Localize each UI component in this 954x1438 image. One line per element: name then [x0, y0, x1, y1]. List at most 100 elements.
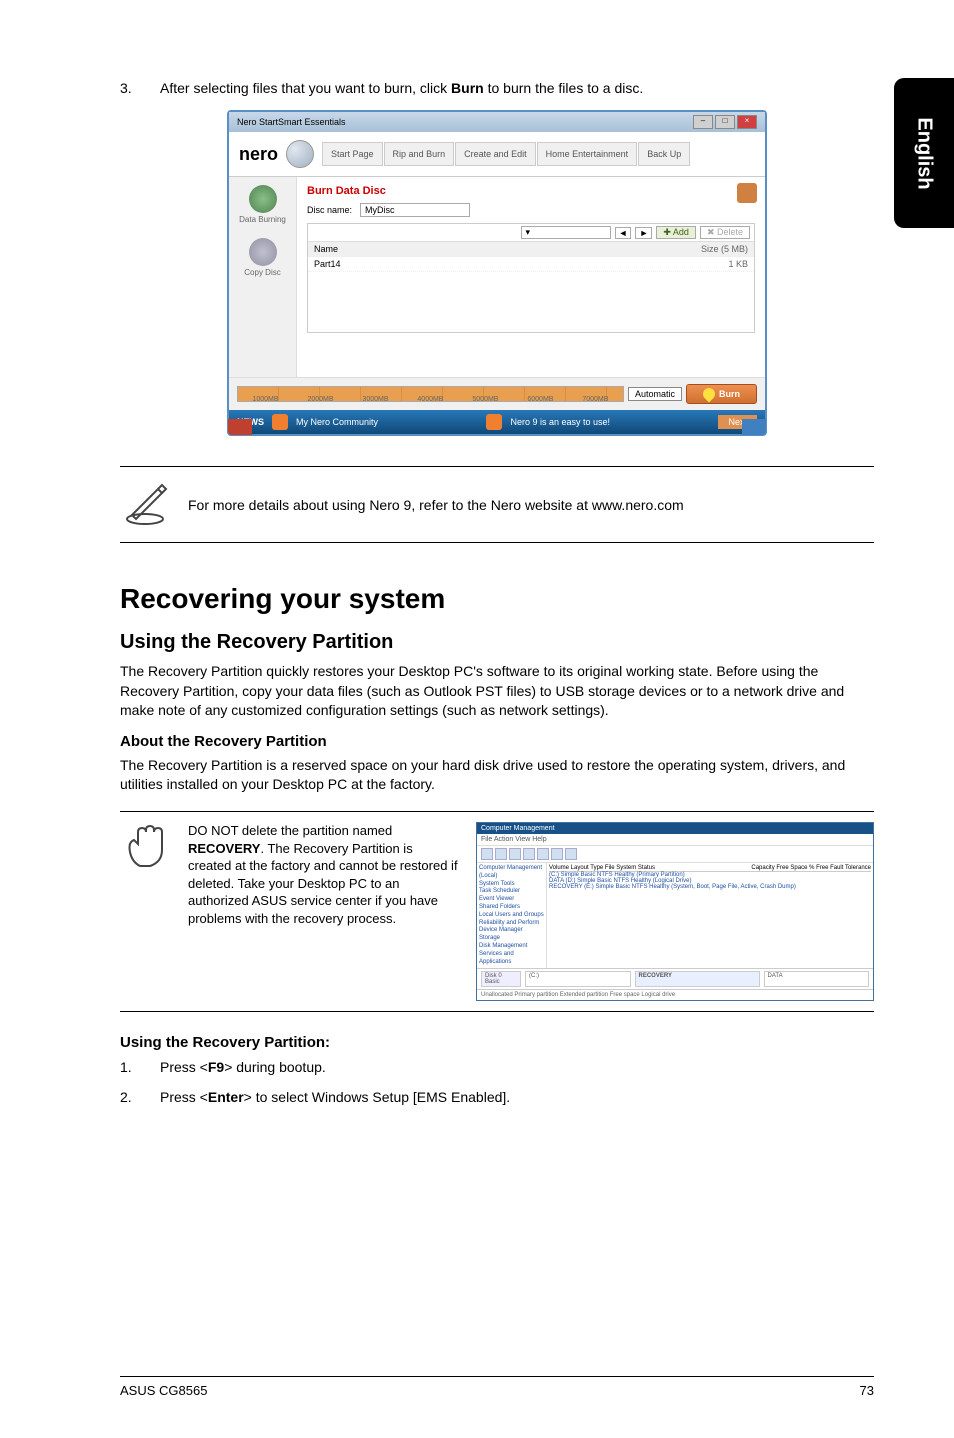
- tree-item[interactable]: Event Viewer: [479, 896, 544, 904]
- warning-block: DO NOT delete the partition named RECOVE…: [120, 811, 874, 1012]
- nav-fwd-icon[interactable]: ►: [635, 227, 652, 239]
- nero-logo: nero: [239, 144, 278, 165]
- file-row[interactable]: Part14 1 KB: [308, 257, 754, 272]
- file-list-area: ▾ ◄ ► ✚ Add ✖ Delete Name Size (5 MB) Pa…: [307, 223, 755, 333]
- ds-toolbar-btn[interactable]: [537, 848, 549, 860]
- body-para-2: The Recovery Partition is a reserved spa…: [120, 756, 874, 795]
- ds-toolbar-btn[interactable]: [495, 848, 507, 860]
- step2-text: Press <Enter> to select Windows Setup [E…: [160, 1089, 874, 1105]
- burn-button[interactable]: Burn: [686, 384, 757, 404]
- tab-back-up[interactable]: Back Up: [638, 142, 690, 166]
- ds-partition-recovery[interactable]: RECOVERY: [635, 971, 760, 987]
- tab-start-page[interactable]: Start Page: [322, 142, 383, 166]
- name-col-header: Name: [314, 244, 338, 254]
- tree-item[interactable]: Computer Management (Local): [479, 865, 544, 881]
- ds-toolbar-btn[interactable]: [565, 848, 577, 860]
- nav-back-icon[interactable]: ◄: [615, 227, 632, 239]
- ds-volume-row[interactable]: RECOVERY (E:) Simple Basic NTFS Healthy …: [549, 884, 871, 890]
- community-label[interactable]: My Nero Community: [296, 417, 378, 427]
- ds-list-header: Volume Layout Type File System Status Ca…: [549, 865, 871, 872]
- tree-item[interactable]: Storage: [479, 935, 544, 943]
- window-buttons: – □ ×: [693, 115, 757, 129]
- ds-cap-cols: Capacity Free Space % Free Fault Toleran…: [751, 865, 871, 871]
- tree-item[interactable]: Services and Applications: [479, 951, 544, 967]
- burn-data-disc-heading: Burn Data Disc: [307, 185, 755, 197]
- subsection-title: Using the Recovery Partition: [120, 631, 874, 654]
- ds-partition-data[interactable]: DATA: [764, 971, 870, 987]
- step2-num: 2.: [120, 1089, 160, 1105]
- ds-body: Computer Management (Local) System Tools…: [477, 863, 873, 968]
- ds-toolbar-btn[interactable]: [481, 848, 493, 860]
- tab-home-entertainment[interactable]: Home Entertainment: [537, 142, 638, 166]
- step-text: After selecting files that you want to b…: [160, 80, 874, 96]
- tree-item[interactable]: Local Users and Groups: [479, 912, 544, 920]
- nero-tabs: Start Page Rip and Burn Create and Edit …: [322, 142, 755, 166]
- tree-item[interactable]: Reliability and Perform: [479, 920, 544, 928]
- ruler-tick: 4000MB: [417, 396, 443, 403]
- path-box[interactable]: ▾: [521, 226, 611, 239]
- step1-t2: > during bootup.: [224, 1059, 326, 1075]
- sidebar-item-copy-disc[interactable]: Copy Disc: [233, 238, 292, 277]
- tree-item[interactable]: Disk Management: [479, 943, 544, 951]
- step1-text: Press <F9> during bootup.: [160, 1059, 874, 1075]
- sidebar-item-data-burning[interactable]: Data Burning: [233, 185, 292, 224]
- warn-t1: DO NOT delete the partition named: [188, 823, 392, 838]
- nero-top-bar: nero Start Page Rip and Burn Create and …: [229, 132, 765, 177]
- tree-item[interactable]: Device Manager: [479, 927, 544, 935]
- close-button[interactable]: ×: [737, 115, 757, 129]
- corner-decor-left: [228, 419, 252, 435]
- add-label: Add: [673, 227, 689, 237]
- step-2: 2. Press <Enter> to select Windows Setup…: [120, 1089, 874, 1105]
- ds-toolbar: [477, 846, 873, 863]
- ds-partition-c[interactable]: (C:): [525, 971, 631, 987]
- file-list-header: Name Size (5 MB): [308, 242, 754, 257]
- ds-disk-box: Disk 0 Basic: [481, 971, 521, 987]
- up-arrow-icon[interactable]: [737, 183, 757, 203]
- news-text: Nero 9 is an easy to use!: [510, 417, 610, 427]
- warn-bold: RECOVERY: [188, 841, 260, 856]
- maximize-button[interactable]: □: [715, 115, 735, 129]
- minimize-button[interactable]: –: [693, 115, 713, 129]
- tree-item[interactable]: Shared Folders: [479, 904, 544, 912]
- size-bar: 1000MB 2000MB 3000MB 4000MB 5000MB 6000M…: [229, 377, 765, 410]
- note-block: For more details about using Nero 9, ref…: [120, 466, 874, 543]
- footer-page-number: 73: [860, 1383, 874, 1398]
- flame-icon: [701, 386, 718, 403]
- ds-menu: File Action View Help: [477, 834, 873, 846]
- tree-item[interactable]: Task Scheduler: [479, 888, 544, 896]
- about-heading: About the Recovery Partition: [120, 733, 874, 750]
- nero-titlebar: Nero StartSmart Essentials – □ ×: [229, 112, 765, 132]
- pen-icon: [120, 477, 170, 532]
- rss-icon-2[interactable]: [486, 414, 502, 430]
- add-button[interactable]: ✚ Add: [656, 226, 696, 239]
- nero-orb-icon[interactable]: [286, 140, 314, 168]
- sidebar-label-copy-disc: Copy Disc: [244, 268, 280, 277]
- ds-toolbar-btn[interactable]: [509, 848, 521, 860]
- nero-body: Data Burning Copy Disc Burn Data Disc Di…: [229, 177, 765, 377]
- steps-block: 1. Press <F9> during bootup. 2. Press <E…: [120, 1059, 874, 1105]
- rss-icon[interactable]: [272, 414, 288, 430]
- delete-button[interactable]: ✖ Delete: [700, 226, 750, 239]
- ds-toolbar-btn[interactable]: [551, 848, 563, 860]
- file-toolbar: ▾ ◄ ► ✚ Add ✖ Delete: [308, 224, 754, 242]
- file-name: Part14: [314, 259, 341, 269]
- ruler-tick: 5000MB: [472, 396, 498, 403]
- ds-status-bar: Unallocated Primary partition Extended p…: [477, 989, 873, 1000]
- using-title: Using the Recovery Partition:: [120, 1034, 874, 1051]
- automatic-select[interactable]: Automatic: [628, 387, 682, 401]
- nero-main: Burn Data Disc Disc name: ▾ ◄ ► ✚ Add ✖ …: [297, 177, 765, 377]
- step3-before: After selecting files that you want to b…: [160, 80, 451, 96]
- tab-create-edit[interactable]: Create and Edit: [455, 142, 536, 166]
- corner-decor-right: [742, 419, 766, 435]
- ruler-tick: 2000MB: [307, 396, 333, 403]
- tab-rip-and-burn[interactable]: Rip and Burn: [384, 142, 455, 166]
- tree-item[interactable]: System Tools: [479, 881, 544, 889]
- step2-t1: Press <: [160, 1089, 208, 1105]
- disc-name-input[interactable]: [360, 203, 470, 217]
- step1-t1: Press <: [160, 1059, 208, 1075]
- ds-footer: Disk 0 Basic (C:) RECOVERY DATA: [477, 968, 873, 989]
- ruler-tick: 6000MB: [527, 396, 553, 403]
- data-burning-icon: [249, 185, 277, 213]
- ds-toolbar-btn[interactable]: [523, 848, 535, 860]
- size-ruler: 1000MB 2000MB 3000MB 4000MB 5000MB 6000M…: [237, 386, 624, 402]
